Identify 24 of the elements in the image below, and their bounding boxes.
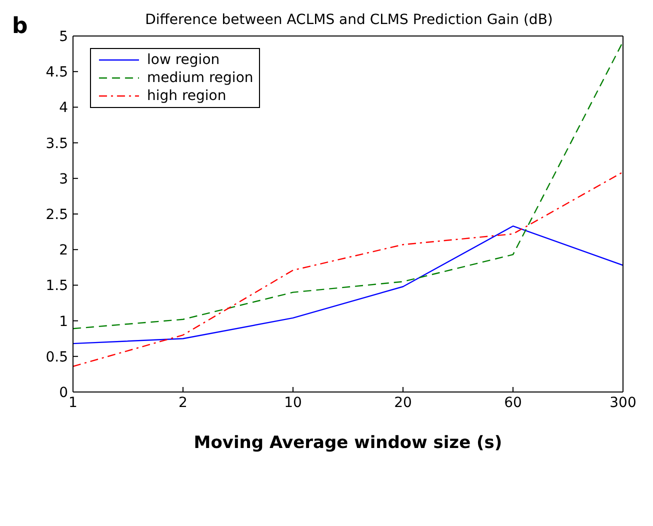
x-tick-label: 300 — [610, 394, 636, 411]
y-tick-label: 1.5 — [46, 278, 68, 294]
line-series — [73, 226, 623, 344]
x-tick-label: 2 — [178, 394, 188, 411]
y-tick-label: 2 — [59, 242, 68, 259]
y-tick-label: 4 — [59, 100, 68, 116]
x-tick-label: 60 — [504, 394, 522, 411]
x-tick-label: 10 — [284, 394, 302, 411]
y-tick-label: 3 — [59, 171, 68, 188]
legend-label: low region — [147, 52, 220, 68]
x-axis-title: Moving Average window size (s) — [194, 433, 502, 453]
legend-label: medium region — [147, 70, 254, 86]
y-tick-label: 3.5 — [46, 136, 68, 152]
y-tick-label: 5 — [59, 28, 68, 45]
y-tick-label: 1 — [59, 314, 68, 330]
y-tick-label: 4.5 — [46, 64, 68, 81]
x-tick-label: 20 — [394, 394, 412, 411]
line-series — [73, 171, 623, 367]
y-tick-label: 0.5 — [46, 349, 68, 366]
y-tick-label: 2.5 — [46, 206, 68, 223]
y-tick-label: 0 — [59, 384, 68, 401]
text: b — [12, 14, 28, 39]
chart-title: Difference between ACLMS and CLMS Prediction Gain (dB) — [144, 12, 554, 28]
legend-label: high region — [147, 88, 226, 104]
